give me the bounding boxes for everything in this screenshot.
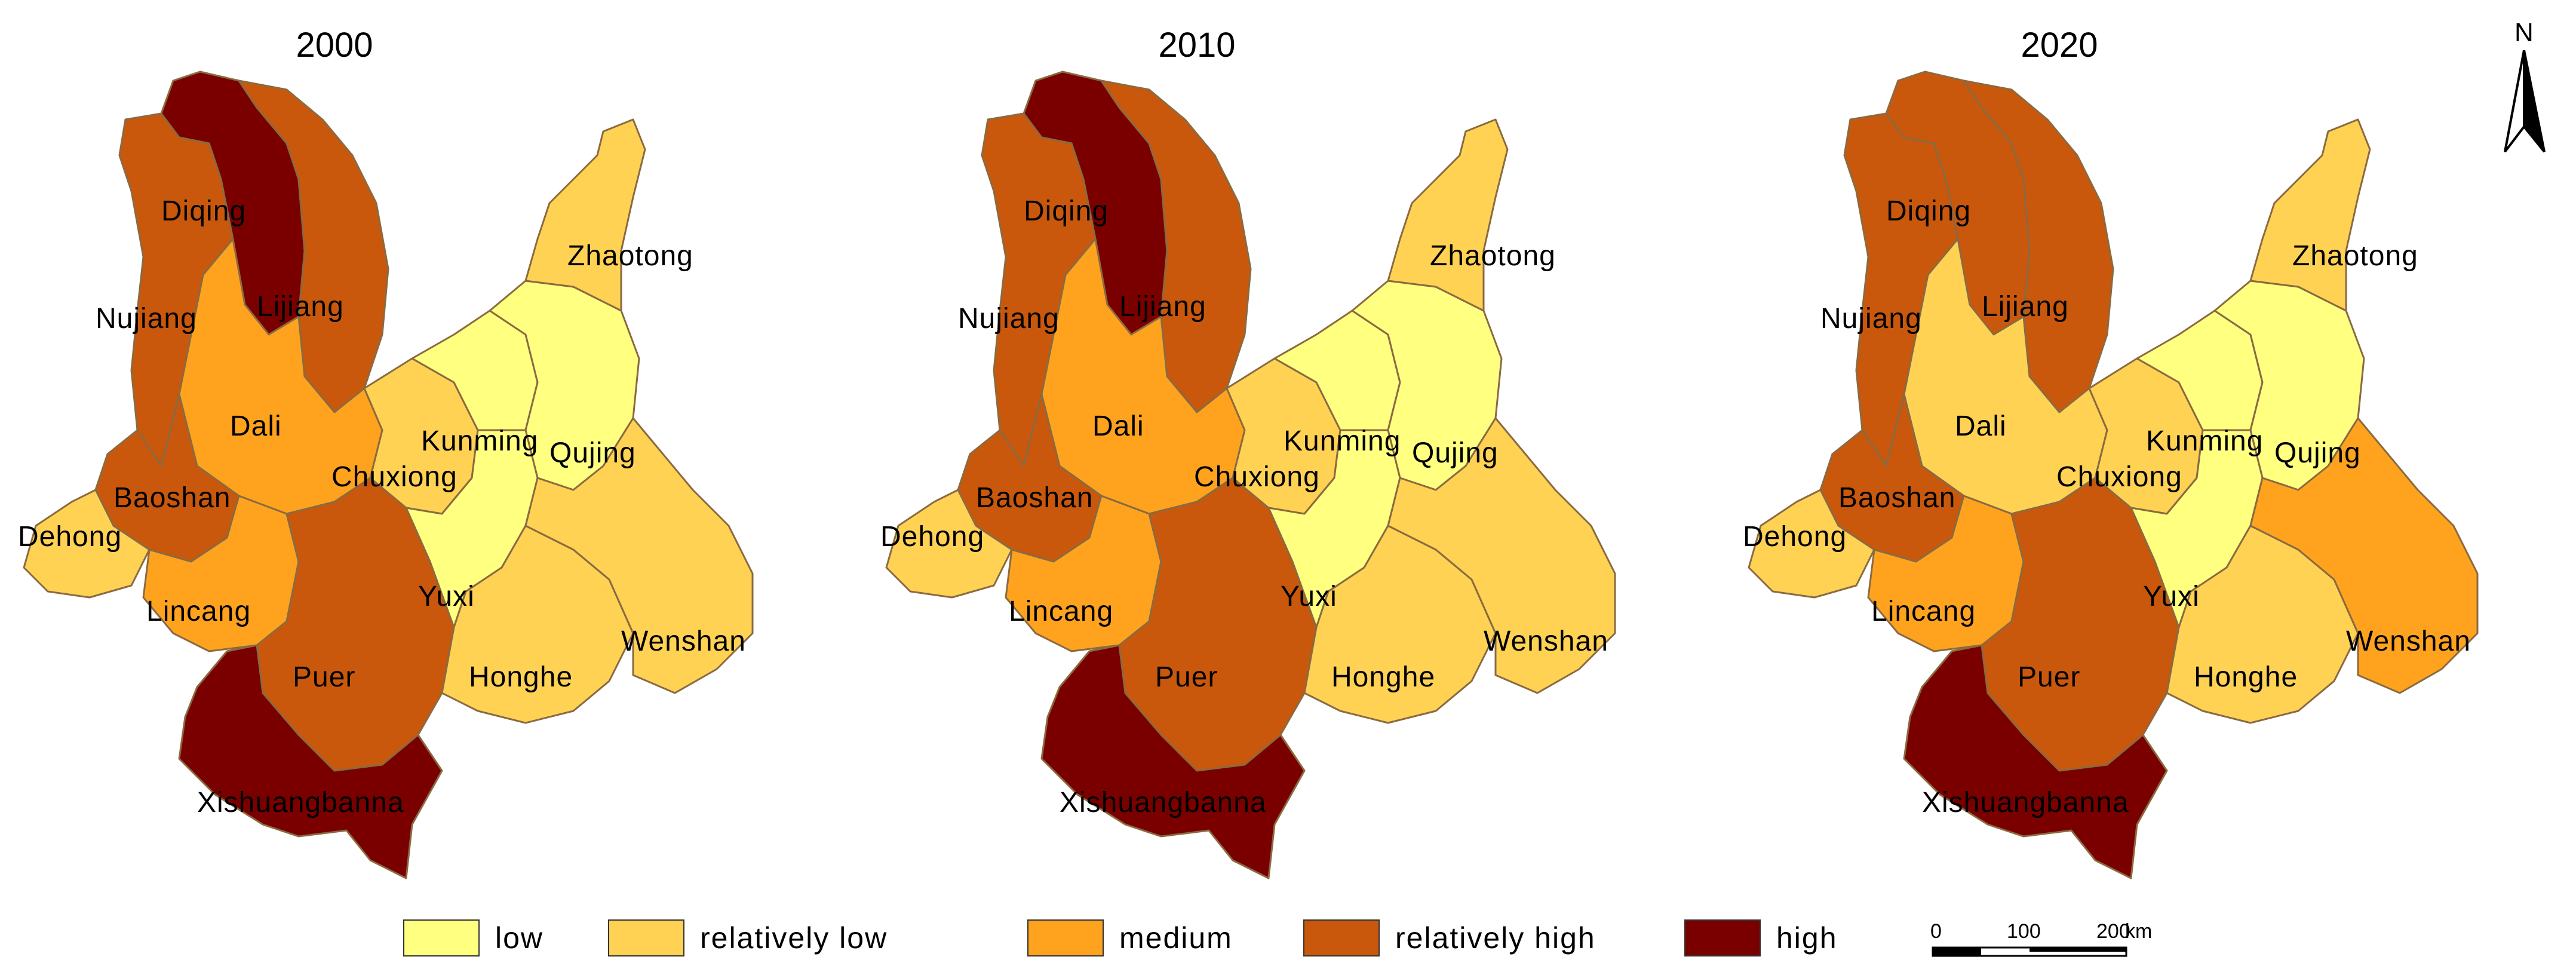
- region-label-zhaotong: Zhaotong: [567, 240, 693, 272]
- legend-swatch: [1684, 919, 1761, 956]
- region-label-lincang: Lincang: [1009, 596, 1114, 627]
- map-title: 2010: [1158, 26, 1236, 65]
- region-label-kunming: Kunming: [421, 425, 539, 457]
- scale-tick: 100: [2007, 920, 2041, 943]
- region-label-honghe: Honghe: [469, 661, 573, 693]
- region-label-yuxi: Yuxi: [1281, 581, 1337, 612]
- region-label-baoshan: Baoshan: [1838, 482, 1956, 514]
- legend-swatch: [1027, 919, 1104, 956]
- region-label-dehong: Dehong: [880, 521, 985, 553]
- scale-unit: km: [2125, 920, 2153, 943]
- scale-tick: 200: [2096, 920, 2130, 943]
- region-label-chuxiong: Chuxiong: [2056, 461, 2182, 493]
- region-label-puer: Puer: [2018, 661, 2081, 693]
- region-label-dehong: Dehong: [18, 521, 122, 553]
- region-label-xishuangbanna: Xishuangbanna: [1060, 787, 1267, 818]
- region-xishuangbanna: [178, 644, 443, 879]
- legend-swatch: [403, 919, 480, 956]
- legend-label: relatively high: [1395, 921, 1596, 955]
- north-arrow: N: [2497, 18, 2556, 153]
- region-label-nujiang: Nujiang: [1820, 303, 1922, 335]
- region-label-chuxiong: Chuxiong: [1194, 461, 1320, 493]
- region-xishuangbanna: [1040, 644, 1306, 879]
- region-label-puer: Puer: [1155, 661, 1218, 693]
- region-label-wenshan: Wenshan: [2346, 626, 2471, 657]
- region-label-zhaotong: Zhaotong: [1430, 240, 1556, 272]
- region-zhaotong: [1387, 118, 1509, 312]
- region-label-baoshan: Baoshan: [113, 482, 231, 514]
- scale-tick: 0: [1930, 920, 1942, 943]
- region-label-qujing: Qujing: [1412, 437, 1499, 469]
- region-label-wenshan: Wenshan: [1484, 626, 1608, 657]
- region-label-honghe: Honghe: [2194, 661, 2298, 693]
- region-dehong: [23, 489, 151, 599]
- region-label-qujing: Qujing: [549, 437, 636, 469]
- legend-item-high: high: [1684, 919, 1838, 957]
- region-label-zhaotong: Zhaotong: [2292, 240, 2418, 272]
- legend-item-low: low: [403, 919, 544, 957]
- region-label-qujing: Qujing: [2274, 437, 2361, 469]
- region-label-yuxi: Yuxi: [2143, 581, 2200, 612]
- region-label-yuxi: Yuxi: [418, 581, 475, 612]
- legend-item-medium: medium: [1027, 919, 1233, 957]
- region-label-nujiang: Nujiang: [96, 303, 197, 335]
- region-label-lijiang: Lijiang: [1119, 291, 1206, 323]
- region-label-lijiang: Lijiang: [1982, 291, 2069, 323]
- region-label-diqing: Diqing: [161, 195, 247, 227]
- map-title: 2000: [296, 26, 373, 65]
- region-label-kunming: Kunming: [2146, 425, 2264, 457]
- region-xishuangbanna: [1903, 644, 2168, 879]
- map-panel-2020: [1748, 70, 2479, 879]
- region-label-baoshan: Baoshan: [976, 482, 1094, 514]
- region-label-lincang: Lincang: [146, 596, 251, 627]
- scale-bar: 0 100 200 km: [1930, 920, 2152, 962]
- region-label-xishuangbanna: Xishuangbanna: [1922, 787, 2129, 818]
- region-label-wenshan: Wenshan: [621, 626, 746, 657]
- map-panel-2000: [23, 70, 754, 879]
- region-label-dali: Dali: [230, 410, 282, 442]
- region-dehong: [885, 489, 1013, 599]
- north-label: N: [2514, 18, 2534, 47]
- region-zhaotong: [2249, 118, 2371, 312]
- north-arrow-icon: [2504, 50, 2546, 153]
- region-label-diqing: Diqing: [1024, 195, 1109, 227]
- legend-swatch: [1303, 919, 1380, 956]
- region-wenshan: [524, 417, 754, 694]
- legend-label: high: [1776, 921, 1838, 955]
- region-label-lijiang: Lijiang: [257, 291, 344, 323]
- legend-swatch: [608, 919, 684, 956]
- map-title: 2020: [2021, 26, 2098, 65]
- legend-item-relatively-high: relatively high: [1303, 919, 1596, 957]
- region-label-puer: Puer: [293, 661, 356, 693]
- region-label-dali: Dali: [1092, 410, 1144, 442]
- legend-label: low: [495, 921, 544, 955]
- region-label-chuxiong: Chuxiong: [331, 461, 458, 493]
- region-label-lincang: Lincang: [1871, 596, 1976, 627]
- region-label-diqing: Diqing: [1886, 195, 1972, 227]
- legend-label: medium: [1119, 921, 1233, 955]
- region-label-kunming: Kunming: [1284, 425, 1401, 457]
- legend-label: relatively low: [700, 921, 888, 955]
- region-wenshan: [1387, 417, 1616, 694]
- legend-item-relatively-low: relatively low: [608, 919, 888, 957]
- region-label-nujiang: Nujiang: [958, 303, 1060, 335]
- region-label-xishuangbanna: Xishuangbanna: [197, 787, 404, 818]
- map-panel-2010: [885, 70, 1616, 879]
- scale-bar-graphic: [1932, 946, 2127, 957]
- region-label-honghe: Honghe: [1331, 661, 1436, 693]
- region-zhaotong: [524, 118, 646, 312]
- region-label-dehong: Dehong: [1743, 521, 1847, 553]
- region-dehong: [1748, 489, 1875, 599]
- region-wenshan: [2249, 417, 2479, 694]
- region-label-dali: Dali: [1955, 410, 2007, 442]
- legend: low relatively low medium relatively hig…: [0, 919, 2576, 967]
